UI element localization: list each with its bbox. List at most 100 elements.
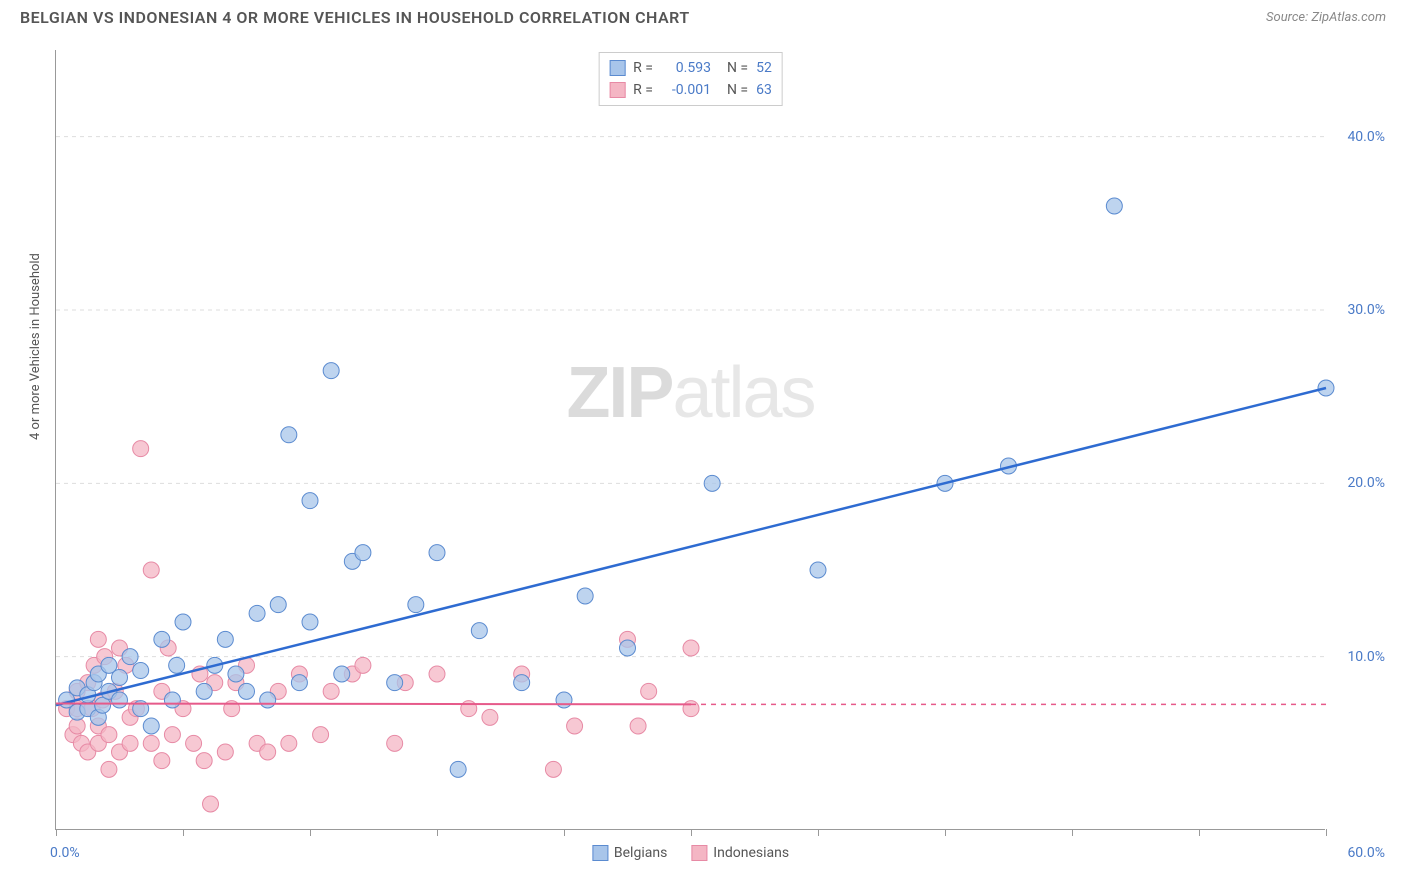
data-point bbox=[90, 631, 106, 647]
data-point bbox=[514, 675, 530, 691]
data-point bbox=[154, 753, 170, 769]
data-point bbox=[196, 683, 212, 699]
n-label: N = bbox=[727, 57, 748, 79]
data-point bbox=[429, 666, 445, 682]
data-point bbox=[334, 666, 350, 682]
data-point bbox=[154, 631, 170, 647]
data-point bbox=[112, 692, 128, 708]
data-point bbox=[164, 692, 180, 708]
data-point bbox=[143, 562, 159, 578]
r-label: R = bbox=[633, 57, 653, 79]
legend-item-b: Indonesians bbox=[691, 845, 789, 861]
data-point bbox=[704, 475, 720, 491]
data-point bbox=[545, 761, 561, 777]
legend-item-a: Belgians bbox=[592, 845, 667, 861]
n-value-a: 52 bbox=[756, 57, 772, 79]
x-tick bbox=[945, 829, 946, 836]
source-prefix: Source: bbox=[1266, 10, 1311, 25]
data-point bbox=[260, 744, 276, 760]
y-tick-label: 10.0% bbox=[1347, 649, 1385, 665]
data-point bbox=[620, 640, 636, 656]
data-point bbox=[556, 692, 572, 708]
data-point bbox=[641, 683, 657, 699]
data-point bbox=[323, 363, 339, 379]
y-axis-label: 4 or more Vehicles in Household bbox=[28, 253, 43, 440]
y-tick-label: 30.0% bbox=[1347, 302, 1385, 318]
data-point bbox=[450, 761, 466, 777]
trend-line-a bbox=[56, 388, 1326, 705]
n-value-b: 63 bbox=[756, 79, 772, 101]
legend-label-b: Indonesians bbox=[713, 845, 789, 861]
data-point bbox=[143, 735, 159, 751]
data-point bbox=[196, 753, 212, 769]
legend-stats-row-b: R = -0.001 N = 63 bbox=[609, 79, 772, 101]
data-point bbox=[186, 735, 202, 751]
data-point bbox=[482, 709, 498, 725]
data-point bbox=[281, 735, 297, 751]
x-tick bbox=[183, 829, 184, 836]
legend-stats-row-a: R = 0.593 N = 52 bbox=[609, 57, 772, 79]
source-name: ZipAtlas.com bbox=[1311, 10, 1386, 25]
r-label: R = bbox=[633, 79, 653, 101]
legend-swatch-b bbox=[609, 82, 625, 98]
data-point bbox=[217, 744, 233, 760]
data-point bbox=[122, 735, 138, 751]
data-point bbox=[683, 640, 699, 656]
data-point bbox=[810, 562, 826, 578]
data-point bbox=[143, 718, 159, 734]
legend-series: Belgians Indonesians bbox=[592, 845, 789, 861]
data-point bbox=[260, 692, 276, 708]
chart-title: BELGIAN VS INDONESIAN 4 OR MORE VEHICLES… bbox=[20, 8, 690, 27]
legend-swatch-a bbox=[609, 60, 625, 76]
data-point bbox=[169, 657, 185, 673]
data-point bbox=[122, 649, 138, 665]
data-point bbox=[313, 727, 329, 743]
data-point bbox=[302, 493, 318, 509]
data-point bbox=[112, 669, 128, 685]
x-axis-min-label: 0.0% bbox=[50, 845, 80, 861]
data-point bbox=[101, 727, 117, 743]
data-point bbox=[281, 427, 297, 443]
data-point bbox=[217, 631, 233, 647]
x-tick bbox=[564, 829, 565, 836]
x-tick bbox=[310, 829, 311, 836]
x-axis-max-label: 60.0% bbox=[1347, 845, 1385, 861]
data-point bbox=[175, 614, 191, 630]
data-point bbox=[355, 657, 371, 673]
data-point bbox=[249, 605, 265, 621]
x-tick bbox=[437, 829, 438, 836]
data-point bbox=[577, 588, 593, 604]
x-tick bbox=[56, 829, 57, 836]
data-point bbox=[302, 614, 318, 630]
legend-label-a: Belgians bbox=[614, 845, 667, 861]
data-point bbox=[408, 597, 424, 613]
x-tick bbox=[818, 829, 819, 836]
data-point bbox=[429, 545, 445, 561]
x-tick bbox=[1072, 829, 1073, 836]
n-label: N = bbox=[727, 79, 748, 101]
data-point bbox=[683, 701, 699, 717]
r-value-b: -0.001 bbox=[661, 79, 711, 101]
legend-stats-box: R = 0.593 N = 52 R = -0.001 N = 63 bbox=[598, 52, 783, 106]
data-point bbox=[101, 761, 117, 777]
data-point bbox=[387, 675, 403, 691]
x-tick bbox=[1199, 829, 1200, 836]
data-point bbox=[355, 545, 371, 561]
data-point bbox=[270, 597, 286, 613]
data-point bbox=[228, 666, 244, 682]
y-tick-label: 40.0% bbox=[1347, 129, 1385, 145]
data-point bbox=[239, 683, 255, 699]
chart-plot-area: ZIPatlas R = 0.593 N = 52 R = -0.001 N =… bbox=[55, 50, 1325, 830]
data-point bbox=[387, 735, 403, 751]
y-tick-label: 20.0% bbox=[1347, 475, 1385, 491]
scatter-svg bbox=[56, 50, 1325, 829]
data-point bbox=[630, 718, 646, 734]
data-point bbox=[323, 683, 339, 699]
source-attribution: Source: ZipAtlas.com bbox=[1266, 10, 1386, 25]
data-point bbox=[471, 623, 487, 639]
x-tick bbox=[1326, 829, 1327, 836]
data-point bbox=[133, 441, 149, 457]
data-point bbox=[203, 796, 219, 812]
data-point bbox=[133, 663, 149, 679]
r-value-a: 0.593 bbox=[661, 57, 711, 79]
